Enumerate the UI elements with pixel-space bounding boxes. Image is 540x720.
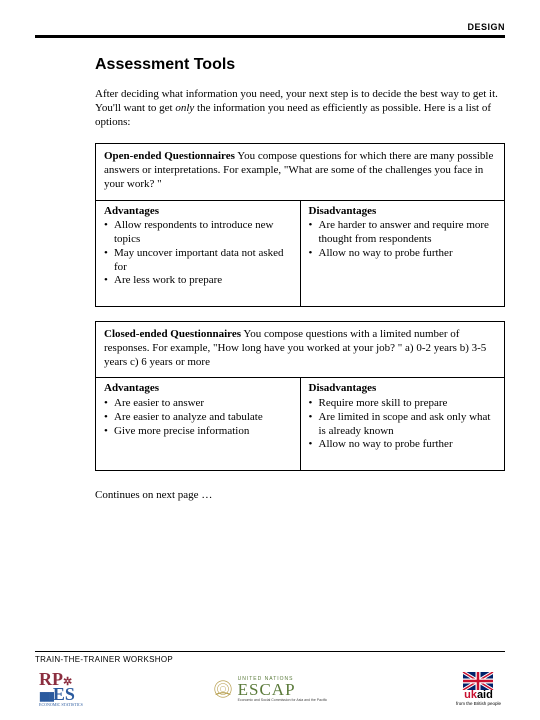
disadvantages-heading: Disadvantages bbox=[309, 382, 497, 396]
tool-block: Closed-ended Questionnaires You compose … bbox=[95, 321, 505, 471]
list-item: •Are less work to prepare bbox=[104, 274, 292, 288]
list-item: •Allow no way to probe further bbox=[309, 247, 497, 261]
list-item: •May uncover important data not asked fo… bbox=[104, 247, 292, 275]
intro-paragraph: After deciding what information you need… bbox=[95, 88, 505, 129]
list-item: •Require more skill to prepare bbox=[309, 397, 497, 411]
disadvantages-column: Disadvantages •Require more skill to pre… bbox=[301, 378, 505, 470]
intro-emphasis: only bbox=[175, 102, 194, 114]
advantages-heading: Advantages bbox=[104, 205, 292, 219]
header-section-label: DESIGN bbox=[35, 22, 505, 32]
tool-block: Open-ended Questionnaires You compose qu… bbox=[95, 143, 505, 307]
tool-name: Closed-ended Questionnaires bbox=[104, 328, 241, 340]
list-item: •Allow no way to probe further bbox=[309, 438, 497, 452]
page-title: Assessment Tools bbox=[95, 56, 505, 74]
list-item: •Give more precise information bbox=[104, 425, 292, 439]
disadvantages-column: Disadvantages •Are harder to answer and … bbox=[301, 201, 505, 307]
disadvantages-heading: Disadvantages bbox=[309, 205, 497, 219]
footer: TRAIN-THE-TRAINER WORKSHOP RP✲ ▮▮▮ES ECO… bbox=[35, 651, 505, 706]
top-rule bbox=[35, 35, 505, 38]
continues-text: Continues on next page … bbox=[95, 489, 505, 501]
tool-description: Open-ended Questionnaires You compose qu… bbox=[96, 144, 504, 200]
ukaid-logo: ukaid from the British people bbox=[456, 672, 501, 706]
list-item: •Allow respondents to introduce new topi… bbox=[104, 219, 292, 247]
rpes-logo: RP✲ ▮▮▮ES ECONOMIC STATISTICS bbox=[39, 672, 83, 706]
list-item: •Are easier to answer bbox=[104, 397, 292, 411]
footer-label: TRAIN-THE-TRAINER WORKSHOP bbox=[35, 655, 505, 664]
advantages-column: Advantages •Are easier to answer •Are ea… bbox=[96, 378, 301, 470]
un-emblem-icon bbox=[212, 678, 234, 700]
escap-logo: UNITED NATIONS ESCAP Economic and Social… bbox=[212, 676, 328, 701]
list-item: •Are limited in scope and ask only what … bbox=[309, 411, 497, 439]
advantages-heading: Advantages bbox=[104, 382, 292, 396]
list-item: •Are easier to analyze and tabulate bbox=[104, 411, 292, 425]
tool-name: Open-ended Questionnaires bbox=[104, 150, 235, 162]
list-item: •Are harder to answer and require more t… bbox=[309, 219, 497, 247]
footer-rule bbox=[35, 651, 505, 652]
union-jack-icon bbox=[462, 672, 494, 690]
tool-description: Closed-ended Questionnaires You compose … bbox=[96, 322, 504, 378]
advantages-column: Advantages •Allow respondents to introdu… bbox=[96, 201, 301, 307]
